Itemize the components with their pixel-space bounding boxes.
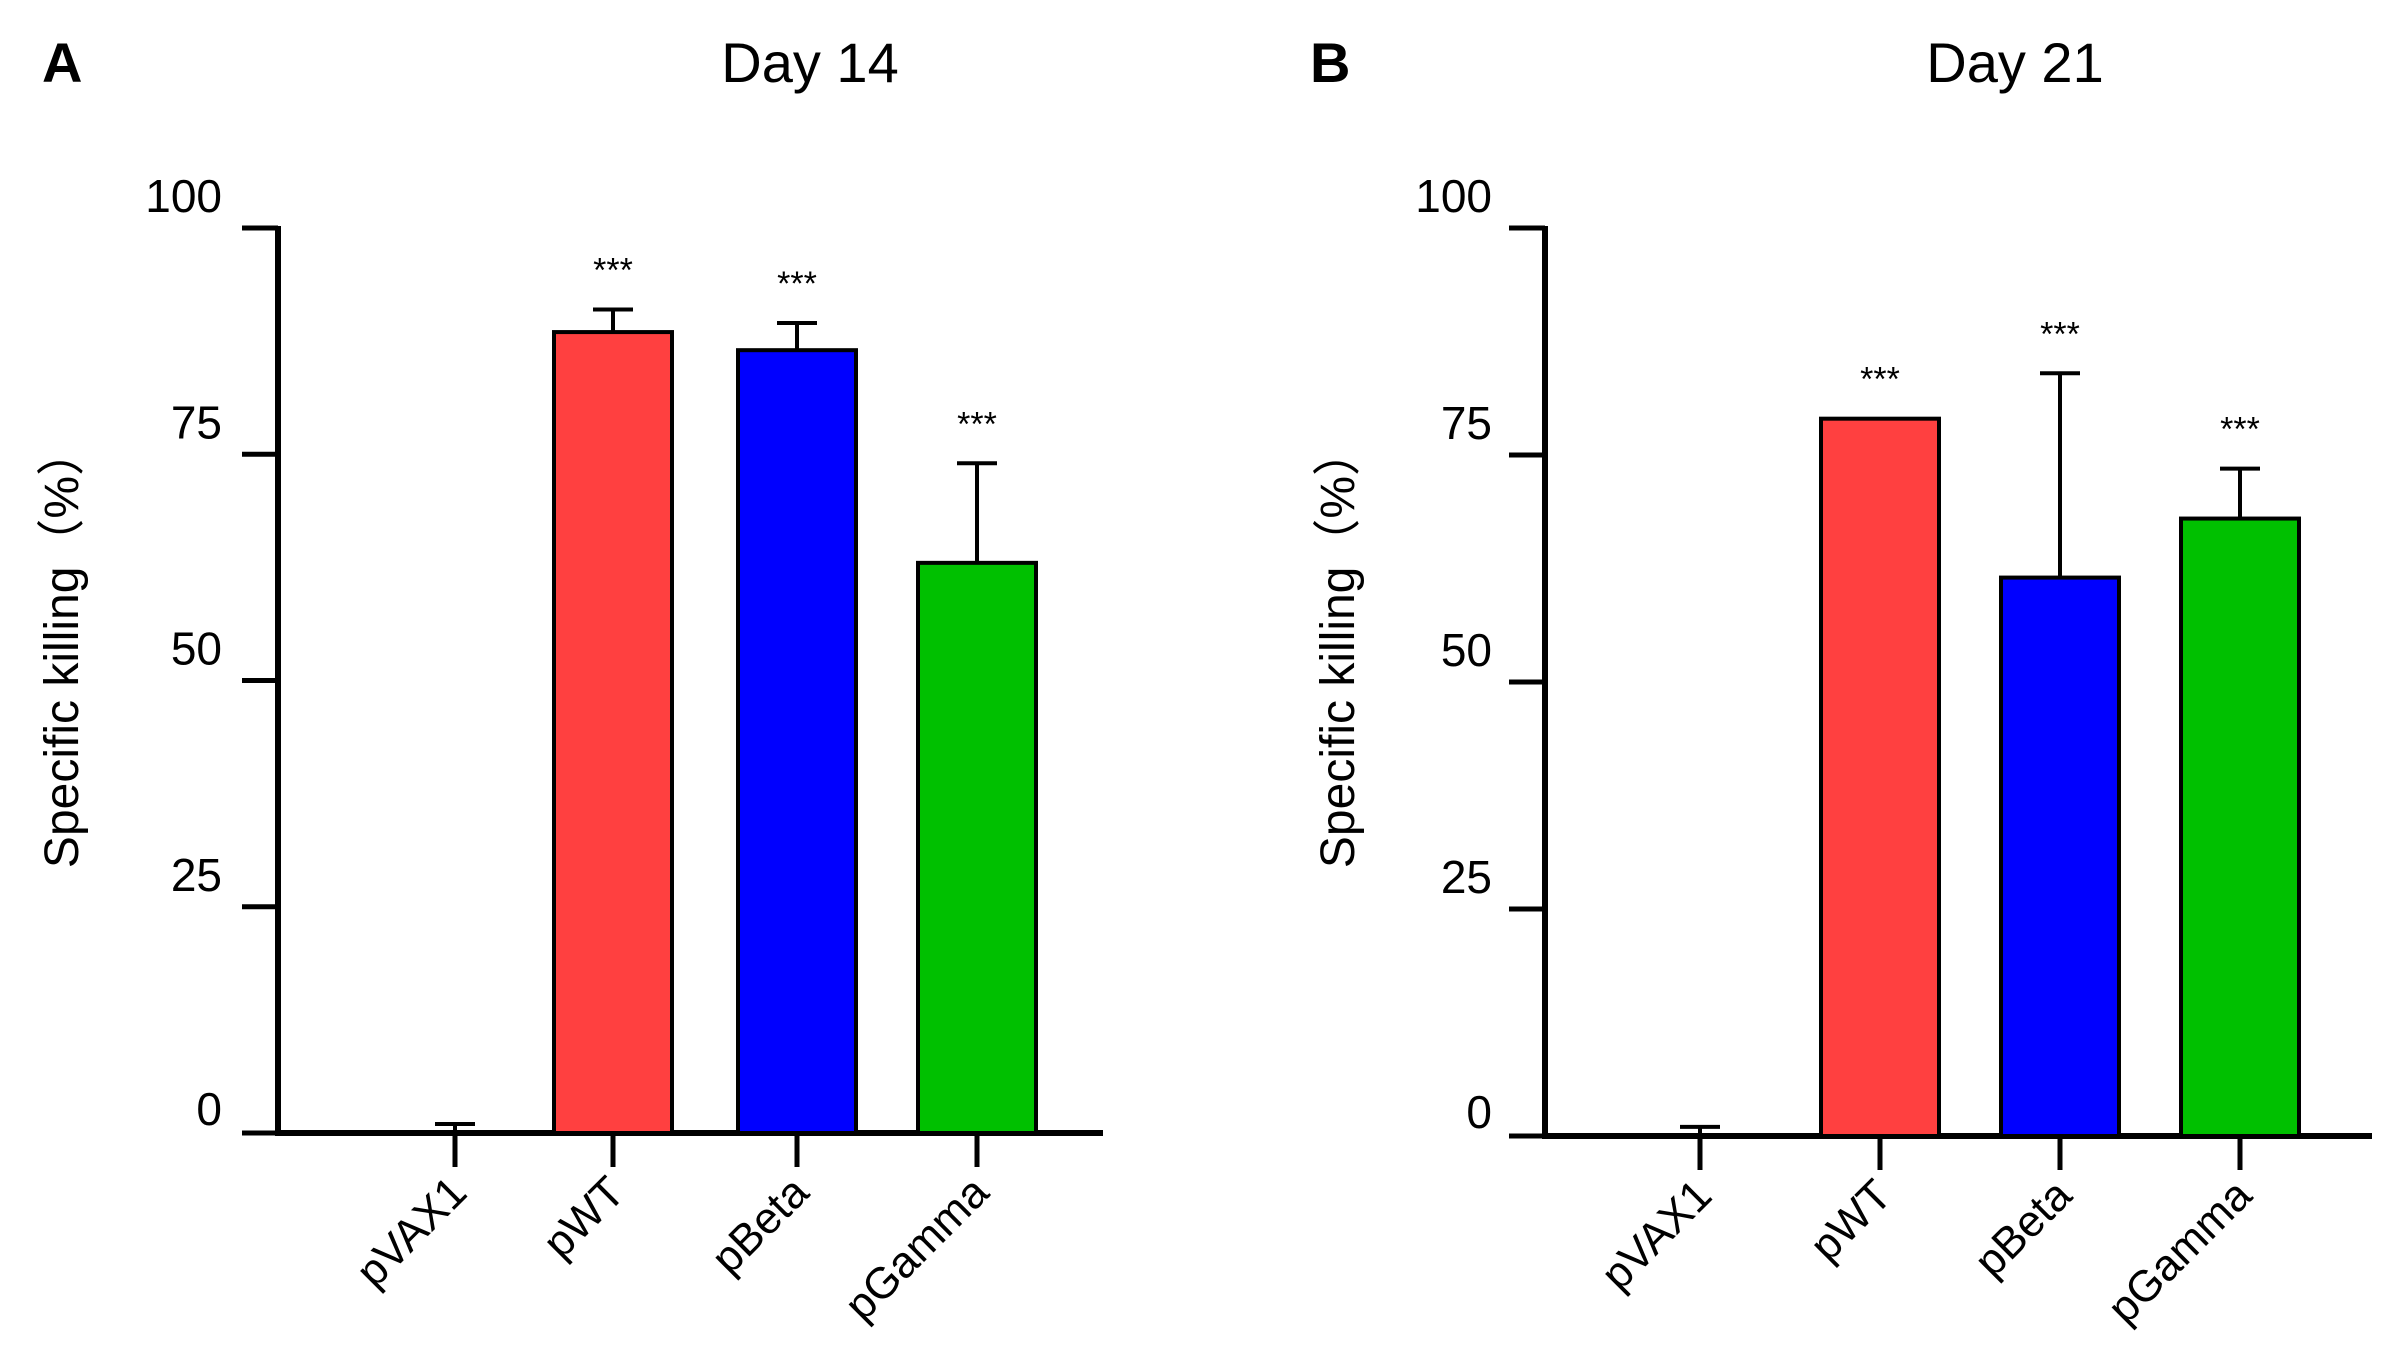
panel-b-y-tick-label: 100	[1415, 170, 1492, 222]
panel-b-y-tick-label: 25	[1441, 851, 1492, 903]
panel-a-y-tick-label: 25	[171, 849, 222, 901]
panel-a-significance-pwt: ***	[593, 251, 633, 289]
panel-a-x-tick-label-pvax1: pVAX1	[347, 1167, 476, 1296]
panel-a-bar-pbeta	[736, 348, 858, 1135]
panel-a-label: A	[42, 31, 82, 94]
panel-b-significance-pbeta: ***	[2040, 315, 2080, 353]
panel-b-x-tick-label-pgamma: pGamma	[2098, 1170, 2261, 1333]
panel-a-bar-pgamma	[916, 560, 1038, 1135]
panel-b-bar-pgamma	[2179, 516, 2301, 1138]
panel-a-x-tick-label-pwt: pWT	[534, 1167, 634, 1267]
panel-b-x-tick-label-pwt: pWT	[1801, 1170, 1901, 1270]
panel-b-y-tick-label: 0	[1466, 1086, 1492, 1138]
panel-b-y-axis-label: Specific killing（%）	[1312, 428, 1365, 868]
panel-b-y-tick-label: 75	[1441, 397, 1492, 449]
panel-a-y-axis-label: Specific killing（%）	[36, 428, 89, 868]
panel-a-x-tick-label-pgamma: pGamma	[835, 1167, 998, 1330]
panel-b-significance-pgamma: ***	[2220, 411, 2260, 449]
panel-a-y-tick-label: 75	[171, 396, 222, 448]
panel-b-bar-pbeta	[1999, 575, 2121, 1138]
panel-b-bar-pwt	[1819, 416, 1941, 1138]
panel-b-y-tick-label: 50	[1441, 624, 1492, 676]
panel-a-y-tick-label: 0	[196, 1083, 222, 1135]
panel-a-y-tick-label: 100	[145, 170, 222, 222]
panel-b-significance-pwt: ***	[1860, 361, 1900, 399]
panel-a-bar-pwt	[552, 330, 674, 1135]
panel-b-x-tick-label-pvax1: pVAX1	[1592, 1170, 1721, 1299]
panel-a-significance-pgamma: ***	[957, 405, 997, 443]
panel-b-x-tick-label-pbeta: pBeta	[1965, 1170, 2081, 1286]
panel-a-x-tick-label-pbeta: pBeta	[702, 1167, 818, 1283]
panel-a-title: Day 14	[721, 31, 898, 94]
panel-b-label: B	[1310, 31, 1350, 94]
panel-b-title: Day 21	[1926, 31, 2103, 94]
panel-a-significance-pbeta: ***	[777, 265, 817, 303]
panel-a-y-tick-label: 50	[171, 623, 222, 675]
